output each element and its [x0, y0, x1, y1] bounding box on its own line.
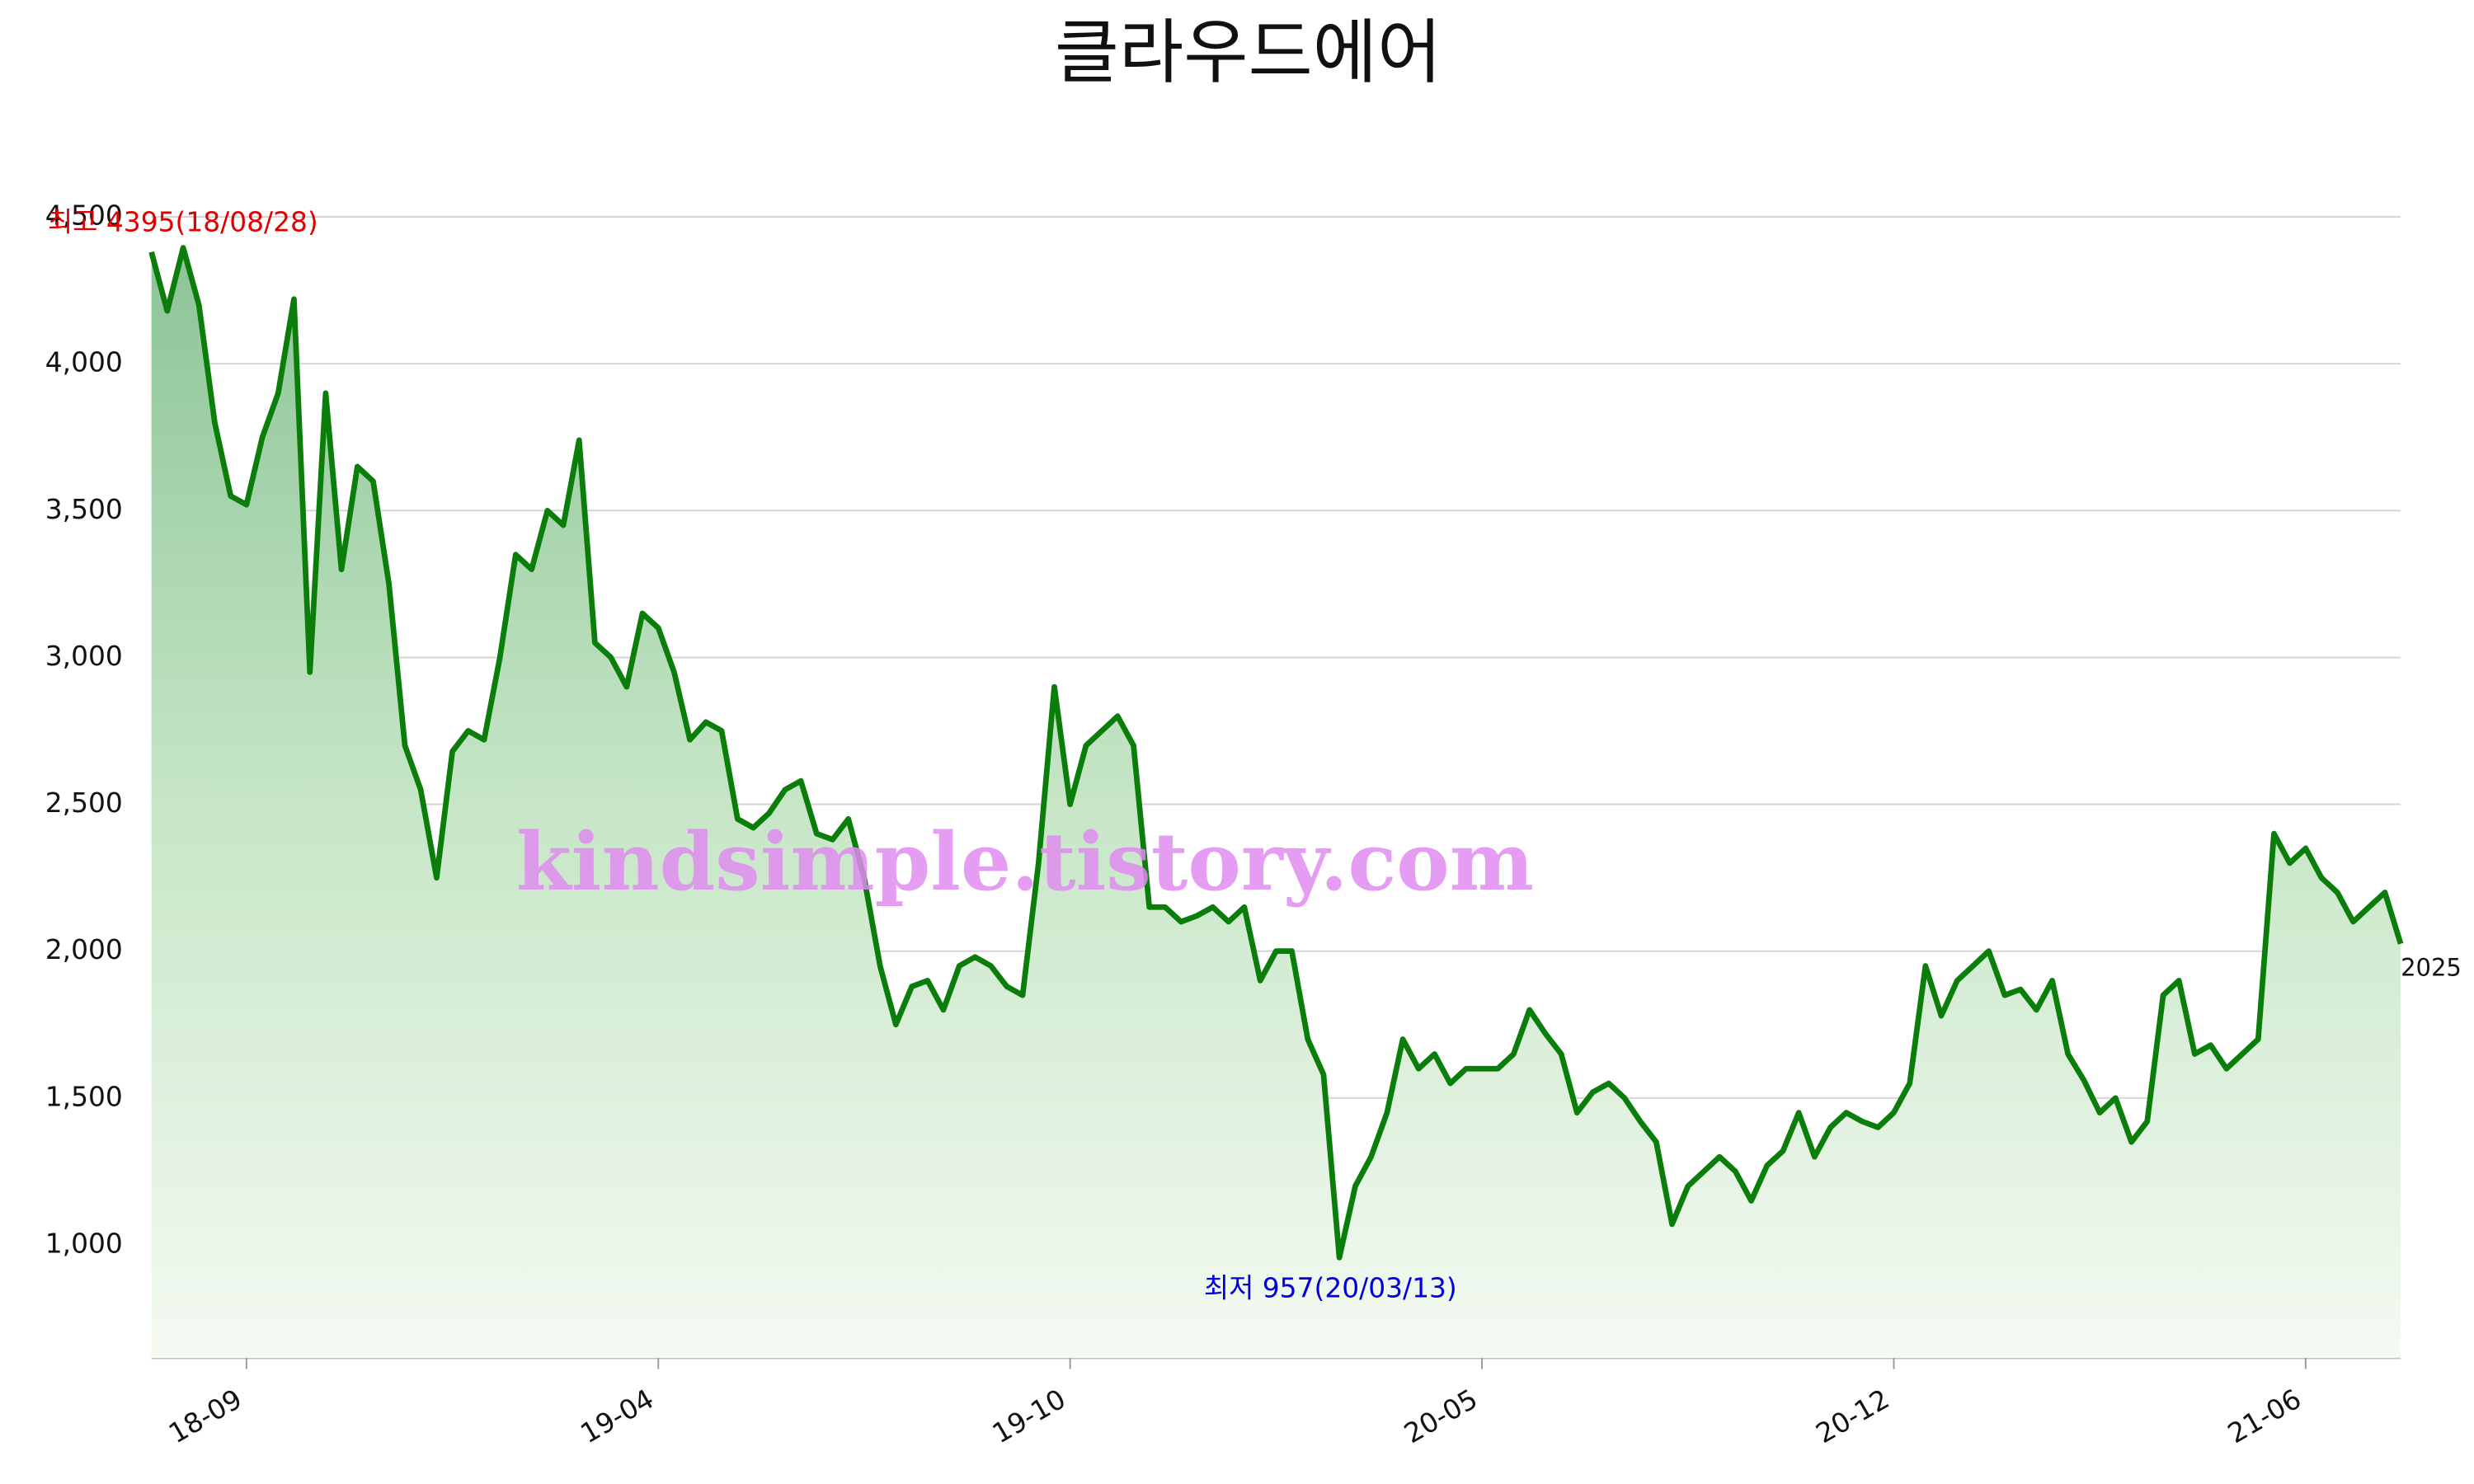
- y-tick-label: 4,000: [45, 346, 123, 378]
- last-value-label: 2025: [2401, 954, 2462, 982]
- x-tick-label: 19-10: [986, 1383, 1070, 1450]
- x-tick-label: 18-09: [163, 1383, 247, 1450]
- max-annotation: 최고 4395(18/08/28): [48, 205, 318, 237]
- chart-title: 클라우드에어: [1055, 12, 1442, 94]
- y-tick-label: 3,000: [45, 640, 123, 672]
- y-tick-label: 1,500: [45, 1080, 123, 1112]
- watermark: kindsimple.tistory.com: [516, 815, 1534, 909]
- x-tick-label: 20-12: [1810, 1383, 1894, 1450]
- y-tick-label: 1,000: [45, 1227, 123, 1259]
- line: [148, 245, 2404, 1261]
- y-tick-label: 2,000: [45, 933, 123, 965]
- x-tick-label: 20-05: [1399, 1383, 1483, 1450]
- x-tick-label: 19-04: [575, 1383, 659, 1450]
- x-tick-label: 21-06: [2222, 1383, 2307, 1450]
- y-tick-label: 2,500: [45, 787, 123, 819]
- y-tick-label: 3,500: [45, 493, 123, 525]
- min-annotation: 최저 957(20/03/13): [1204, 1271, 1457, 1303]
- y-tick-label: 4,500: [45, 200, 123, 232]
- area: [151, 247, 2401, 1359]
